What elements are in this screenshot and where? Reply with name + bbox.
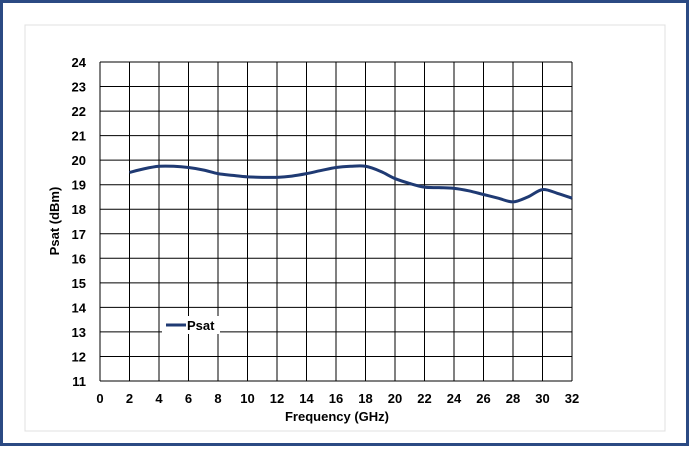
y-tick-label-22: 22	[72, 104, 86, 119]
y-tick-label-24: 24	[72, 55, 87, 70]
x-tick-label-8: 8	[214, 391, 221, 406]
psat-chart: 0 2 4 6 8 10 12 14 16 18 20 22 24 26 28 30 32 1112131415…	[24, 24, 666, 432]
x-tick-label-6: 6	[185, 391, 192, 406]
series-line-psat	[129, 164, 573, 204]
y-tick-label-23: 23	[72, 80, 86, 95]
y-tick-label-21: 21	[72, 129, 86, 144]
x-tick-label-2: 2	[126, 391, 133, 406]
legend: Psat	[162, 316, 220, 334]
x-tick-label-30: 30	[535, 391, 549, 406]
chart-area	[24, 24, 666, 432]
y-axis-label: Psat (dBm)	[47, 187, 62, 256]
legend-label-psat: Psat	[187, 318, 215, 333]
x-tick-label-14: 14	[299, 391, 314, 406]
x-axis-label: Frequency (GHz)	[285, 409, 389, 424]
x-tick-label-18: 18	[358, 391, 372, 406]
x-tick-label-12: 12	[270, 391, 284, 406]
y-tick-label-13: 13	[72, 325, 86, 340]
x-tick-labels: 0 2 4 6 8 10 12 14 16 18 20 22 24 26 28 30 32	[96, 391, 579, 406]
x-tick-label-4: 4	[155, 391, 163, 406]
y-tick-label-11: 11	[72, 374, 86, 389]
y-tick-label-17: 17	[72, 227, 86, 242]
y-tick-label-18: 18	[72, 202, 86, 217]
x-tick-label-28: 28	[506, 391, 520, 406]
y-tick-label-15: 15	[72, 276, 86, 291]
x-tick-label-24: 24	[447, 391, 462, 406]
x-tick-label-20: 20	[388, 391, 402, 406]
x-tick-label-16: 16	[329, 391, 343, 406]
x-tick-label-10: 10	[240, 391, 254, 406]
x-tick-label-26: 26	[476, 391, 490, 406]
y-tick-label-12: 12	[72, 349, 86, 364]
y-tick-labels: 11 12 13 14 15 16 17 18 19 20 21 22 23 24	[72, 55, 87, 389]
x-tick-label-22: 22	[417, 391, 431, 406]
x-tick-label-32: 32	[565, 391, 579, 406]
y-tick-label-14: 14	[72, 300, 87, 315]
legend-box	[162, 316, 220, 334]
y-tick-label-16: 16	[72, 251, 86, 266]
y-tick-label-20: 20	[72, 153, 86, 168]
y-tick-label-19: 19	[72, 178, 86, 193]
grid	[99, 61, 573, 382]
series-lines	[129, 164, 573, 204]
x-tick-label-0: 0	[96, 391, 103, 406]
